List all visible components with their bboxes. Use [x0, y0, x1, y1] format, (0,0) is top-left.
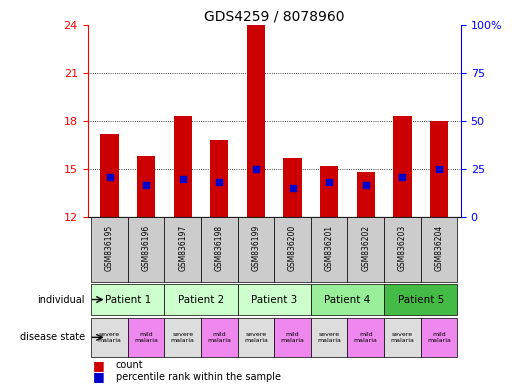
Bar	[384, 318, 421, 357]
Text: GSM836204: GSM836204	[435, 225, 443, 271]
Text: ■: ■	[93, 370, 105, 383]
Text: mild
malaria: mild malaria	[354, 332, 377, 343]
Text: count: count	[116, 360, 144, 370]
Text: Patient 3: Patient 3	[251, 295, 297, 305]
Bar	[247, 25, 265, 217]
Bar	[164, 318, 201, 357]
Bar	[128, 318, 164, 357]
Text: mild
malaria: mild malaria	[208, 332, 231, 343]
Text: individual: individual	[38, 295, 85, 305]
Point	[398, 174, 406, 180]
Text: percentile rank within the sample: percentile rank within the sample	[116, 372, 281, 382]
Bar	[421, 217, 457, 282]
Bar	[311, 217, 348, 282]
Bar	[384, 217, 421, 282]
Bar	[237, 318, 274, 357]
Point	[435, 166, 443, 172]
Point	[215, 179, 224, 185]
Bar	[283, 158, 302, 217]
Text: severe
malaria: severe malaria	[97, 332, 122, 343]
Bar	[274, 318, 311, 357]
Text: mild
malaria: mild malaria	[281, 332, 304, 343]
Bar	[128, 217, 164, 282]
Text: GSM836199: GSM836199	[251, 225, 261, 271]
Point	[288, 185, 297, 191]
Text: GSM836196: GSM836196	[142, 225, 150, 271]
Bar	[356, 172, 375, 217]
Text: Patient 4: Patient 4	[324, 295, 371, 305]
Bar	[320, 166, 338, 217]
Bar	[274, 217, 311, 282]
Bar	[91, 318, 128, 357]
Text: GSM836203: GSM836203	[398, 225, 407, 271]
Text: severe
malaria: severe malaria	[244, 332, 268, 343]
Bar	[164, 284, 237, 315]
Text: ■: ■	[93, 359, 105, 372]
Text: severe
malaria: severe malaria	[171, 332, 195, 343]
Point	[362, 182, 370, 188]
Bar	[393, 116, 411, 217]
Bar	[210, 140, 229, 217]
Point	[252, 166, 260, 172]
Text: severe
malaria: severe malaria	[317, 332, 341, 343]
Bar	[384, 284, 457, 315]
Bar	[348, 217, 384, 282]
Bar	[100, 134, 118, 217]
Text: severe
malaria: severe malaria	[390, 332, 414, 343]
Bar	[137, 156, 155, 217]
Point	[106, 174, 114, 180]
Bar	[311, 284, 384, 315]
Bar	[91, 217, 128, 282]
Text: GSM836200: GSM836200	[288, 225, 297, 271]
Bar	[201, 217, 237, 282]
Point	[142, 182, 150, 188]
Bar	[164, 217, 201, 282]
Text: GSM836201: GSM836201	[324, 225, 334, 271]
Bar	[421, 318, 457, 357]
Bar	[311, 318, 348, 357]
Bar	[237, 217, 274, 282]
Text: GSM836197: GSM836197	[178, 225, 187, 271]
Point	[325, 179, 333, 185]
Bar	[348, 318, 384, 357]
Text: disease state: disease state	[20, 332, 85, 343]
Bar	[237, 284, 311, 315]
Text: mild
malaria: mild malaria	[134, 332, 158, 343]
Text: GSM836195: GSM836195	[105, 225, 114, 271]
Bar	[430, 121, 448, 217]
Bar	[174, 116, 192, 217]
Bar	[201, 318, 237, 357]
Text: GSM836198: GSM836198	[215, 225, 224, 271]
Text: mild
malaria: mild malaria	[427, 332, 451, 343]
Bar	[91, 284, 164, 315]
Point	[179, 176, 187, 182]
Text: GSM836202: GSM836202	[361, 225, 370, 271]
Title: GDS4259 / 8078960: GDS4259 / 8078960	[204, 10, 345, 24]
Text: Patient 1: Patient 1	[105, 295, 151, 305]
Text: Patient 2: Patient 2	[178, 295, 224, 305]
Text: Patient 5: Patient 5	[398, 295, 444, 305]
